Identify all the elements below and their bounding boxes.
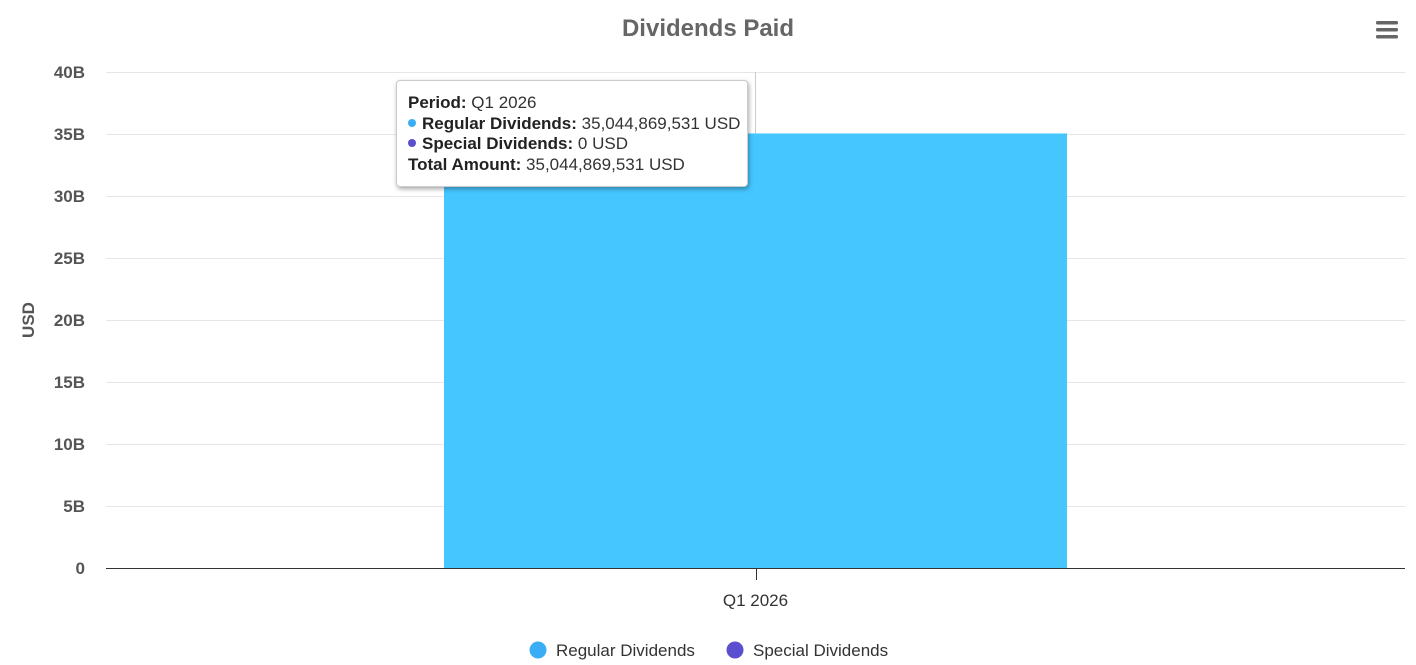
bar-regular-dividends[interactable] [444,133,1067,569]
x-axis-ticks: Q1 2026 [723,568,788,610]
legend-item-special-dividends[interactable]: Special Dividends [726,641,889,660]
y-tick-label: 5B [63,497,85,516]
y-tick-label: 15B [54,373,85,392]
tooltip-total-label: Total Amount: [408,154,522,174]
legend-marker [529,641,547,659]
tooltip-regular-dot [408,118,416,127]
tooltip-special-value: 0 USD [577,134,628,153]
tooltip-special-row: Special Dividends: 0 USD [408,134,736,155]
tooltip-special-dot [408,139,416,147]
bars [444,133,1067,569]
y-tick-label: 35B [54,125,85,144]
y-tick-label: 30B [54,187,85,206]
hamburger-menu-icon [1376,21,1398,39]
y-tick-label: 40B [54,63,85,82]
y-tick-label: 25B [54,249,85,268]
legend-marker [726,641,744,659]
y-tick-label: 10B [54,435,85,454]
legend-label: Regular Dividends [556,641,695,660]
tooltip-regular-value: 35,044,869,531 USD [581,113,741,133]
tooltip-total-row: Total Amount: 35,044,869,531 USD [408,155,736,176]
chart-title: Dividends Paid [622,15,794,42]
chart-tooltip: Period: Q1 2026 Regular Dividends: 35,04… [396,80,748,187]
tooltip-total-value: 35,044,869,531 USD [526,154,685,174]
tooltip-regular-label: Regular Dividends: [422,113,577,133]
y-tick-label: 20B [54,311,85,330]
y-axis-ticks: 0 5B 10B 15B 20B 25B 30B 35B 40B [54,63,85,578]
tooltip-special-label: Special Dividends: [422,134,574,153]
tooltip-period-value: Q1 2026 [471,93,537,112]
y-tick-label: 0 [76,559,85,578]
y-axis-label: USD [19,302,38,338]
tooltip-period-row: Period: Q1 2026 [408,93,736,114]
x-tick-label: Q1 2026 [723,591,788,610]
menu-button[interactable] [1376,21,1398,39]
legend-item-regular-dividends[interactable]: Regular Dividends [529,641,695,660]
tooltip-regular-row: Regular Dividends: 35,044,869,531 USD [408,113,740,135]
legend: Regular Dividends Special Dividends [529,641,889,660]
tooltip-period-label: Period: [408,93,467,112]
legend-label: Special Dividends [753,641,888,660]
